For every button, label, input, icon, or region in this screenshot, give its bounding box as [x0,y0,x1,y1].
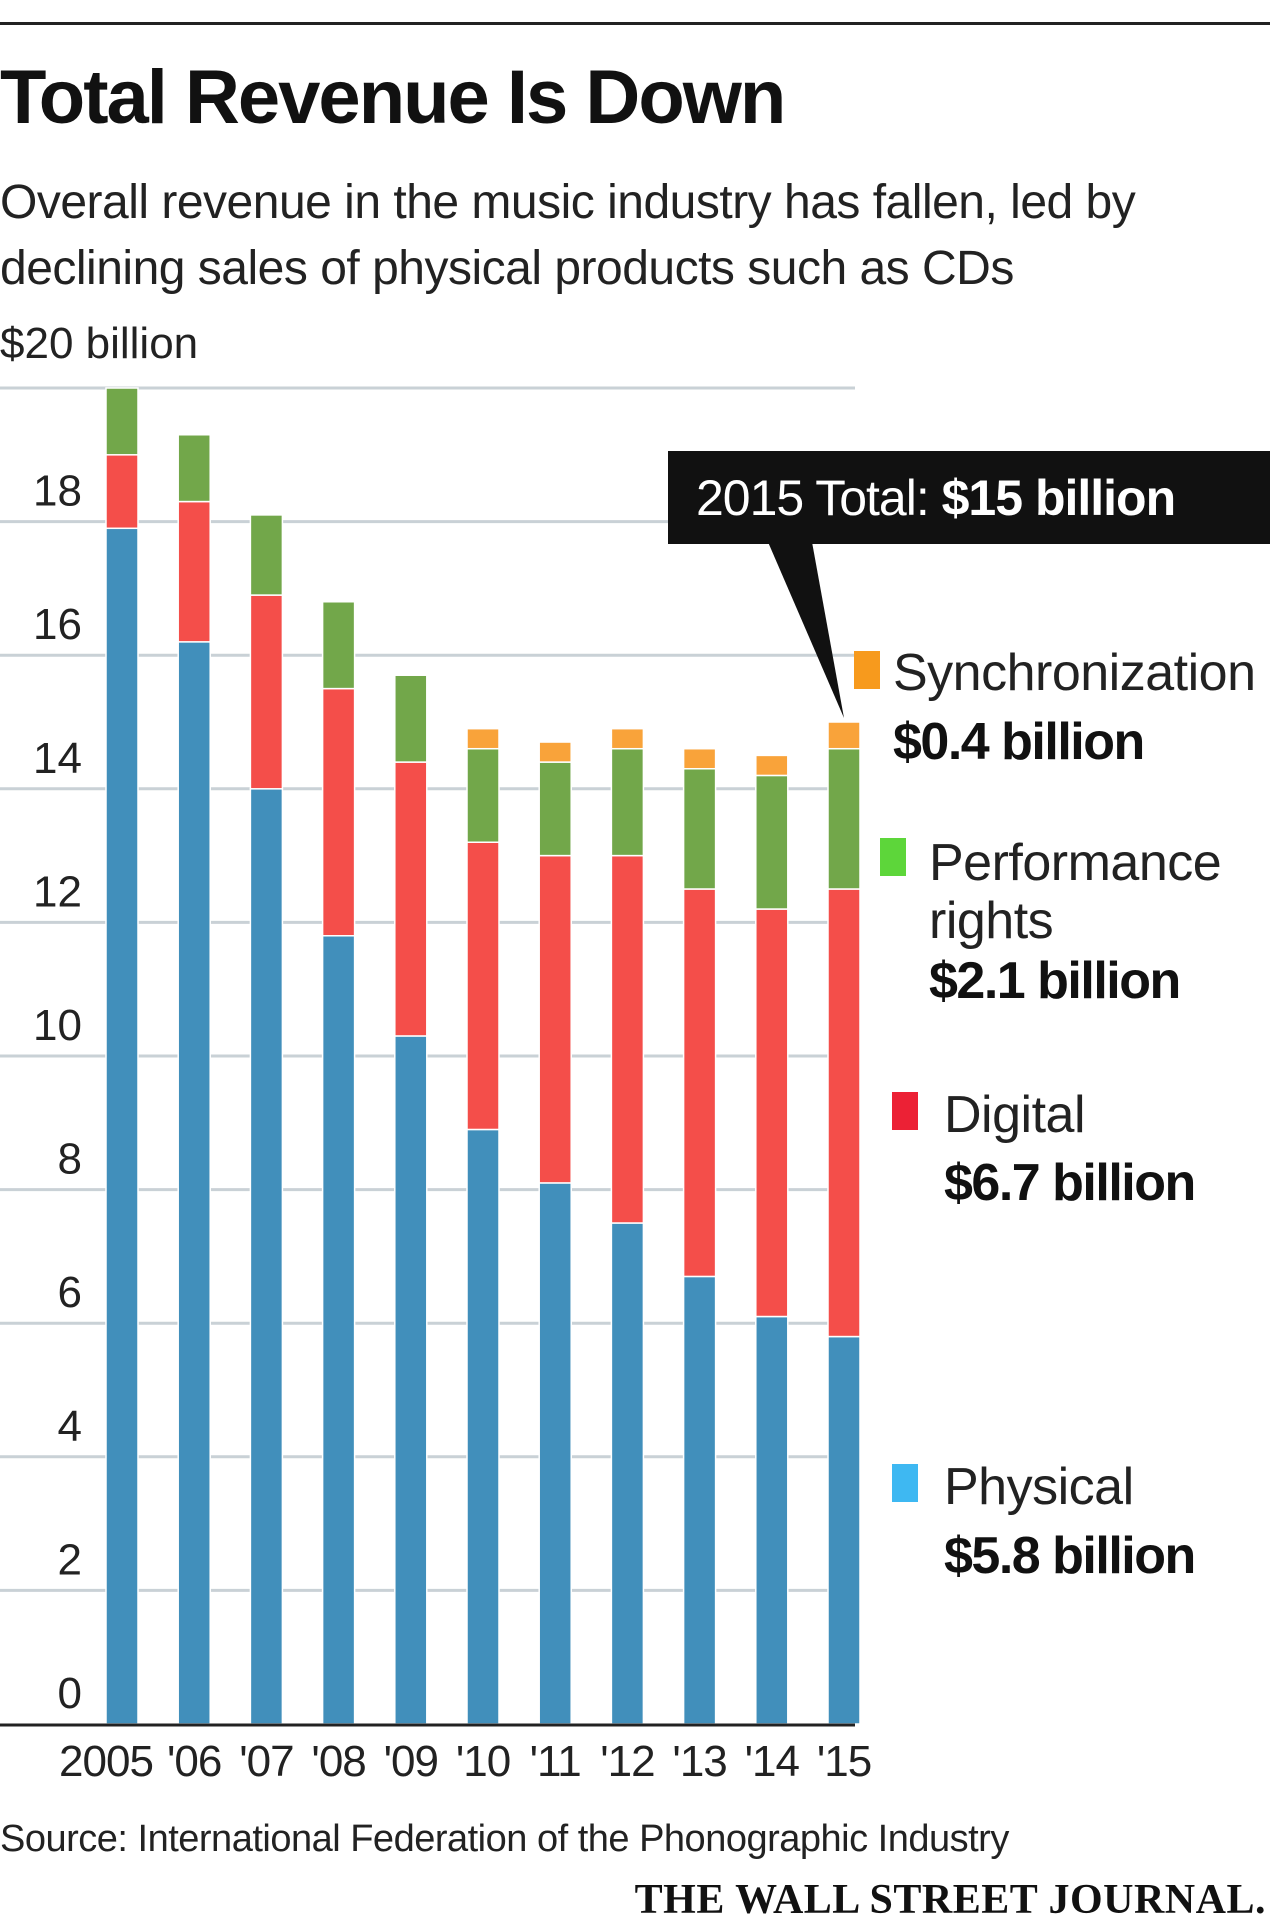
bar-segment-digital [466,841,500,1131]
x-axis-tick-labels: 2005 '06 '07 '08 '09 '10 '11 '12 '13 '14 '15 [59,1737,872,1786]
bar-segment-synchronization [682,747,717,770]
bar-segment-physical [321,935,356,1725]
bar-segment-performance-rights [827,747,861,890]
bar-segment-synchronization [538,741,572,763]
bar-segment-performance-rights [682,768,717,890]
bar-segment-physical [177,641,211,1725]
total-callout: 2015 Total: $15 billion [668,451,1270,718]
bar-segment-synchronization [610,727,645,750]
callout-total-value: $15 billion [942,470,1176,526]
x-tick-label: '09 [384,1737,438,1786]
legend-label-performance-rights: rights [929,892,1053,950]
legend-swatch-physical [892,1464,918,1502]
publisher-logo: THE WALL STREET JOURNAL. [634,1877,1266,1923]
x-tick-label: 2005 [59,1737,153,1786]
legend: Physical $5.8 billion Digital $6.7 billion P… [854,644,1256,1585]
legend-label-performance-rights: Performance [929,834,1221,892]
y-tick-label: 2 [58,1535,82,1584]
y-tick-label: 0 [58,1669,82,1718]
x-tick-label: '11 [530,1737,581,1786]
legend-value-digital: $6.7 billion [944,1154,1195,1212]
y-axis-tick-labels: 0 2 4 6 8 10 12 14 16 18 [33,467,82,1718]
bar-segment-digital [682,888,717,1278]
legend-swatch-performance-rights [880,838,906,876]
bar-segment-physical [682,1275,717,1725]
chart-title: Total Revenue Is Down [0,55,786,140]
bar-segment-synchronization [755,754,789,777]
legend-swatch-synchronization [854,651,880,689]
y-tick-label: 6 [58,1268,82,1317]
bar-segment-physical [755,1315,789,1725]
bar-segment-physical [827,1335,861,1725]
bar-segment-performance-rights [466,747,500,843]
legend-value-synchronization: $0.4 billion [893,713,1144,771]
bar-segment-digital [249,594,284,790]
callout-prefix: 2015 Total: [696,470,942,526]
x-tick-label: '14 [745,1737,800,1786]
legend-label-synchronization: Synchronization [893,644,1256,702]
x-tick-label: '06 [167,1737,221,1786]
x-tick-label: '15 [817,1737,871,1786]
bar-segment-physical [249,788,284,1725]
x-tick-label: '08 [311,1737,365,1786]
bar-segment-digital [105,454,139,530]
top-rule [0,22,1270,25]
bar-segment-physical [394,1035,428,1725]
bar-segment-synchronization [466,727,500,750]
x-tick-label: '10 [456,1737,510,1786]
y-tick-label: 18 [33,467,82,516]
bar-segment-synchronization [827,721,861,750]
bar-segment-performance-rights [321,601,356,690]
callout-pointer [768,542,844,718]
legend-value-physical: $5.8 billion [944,1527,1195,1585]
bar-segment-physical [105,527,139,1725]
bar-segment-physical [538,1182,572,1725]
bar-segment-performance-rights [394,674,428,763]
bar-segment-digital [827,888,861,1338]
bar-segment-performance-rights [610,747,645,857]
bar-segment-digital [610,854,645,1224]
legend-label-physical: Physical [944,1458,1134,1516]
bar-segment-performance-rights [538,761,572,857]
bar-segment-digital [394,761,428,1037]
bar-segment-digital [538,854,572,1184]
callout-text: 2015 Total: $15 billion [696,470,1175,526]
y-tick-label: 4 [58,1402,82,1451]
bar-segment-digital [321,687,356,937]
y-tick-label: 10 [33,1001,82,1050]
y-tick-label: 14 [33,734,82,783]
callout-box [668,451,1270,544]
y-axis-unit-label: $20 billion [0,320,198,368]
legend-label-digital: Digital [944,1086,1085,1144]
stacked-bar-chart: 0 2 4 6 8 10 12 14 16 18 $20 billion 2005 '06 '07 '0… [0,320,1270,1786]
bar-segment-digital [755,908,789,1318]
source-note: Source: International Federation of the … [0,1818,1009,1860]
bar-segment-physical [610,1222,645,1725]
y-tick-label: 12 [33,867,82,916]
legend-value-performance-rights: $2.1 billion [929,952,1180,1010]
bars [105,387,861,1725]
bar-segment-performance-rights [249,514,284,596]
x-tick-label: '07 [239,1737,293,1786]
y-tick-label: 16 [33,600,82,649]
bar-segment-digital [177,500,211,643]
y-tick-label: 8 [58,1135,82,1184]
x-tick-label: '13 [672,1737,726,1786]
bar-segment-physical [466,1128,500,1725]
bar-segment-performance-rights [105,387,139,456]
bar-segment-performance-rights [755,774,789,910]
bar-segment-performance-rights [177,434,211,503]
chart-subtitle: Overall revenue in the music industry ha… [0,176,1136,295]
x-tick-label: '12 [600,1737,654,1786]
legend-swatch-digital [892,1092,918,1130]
